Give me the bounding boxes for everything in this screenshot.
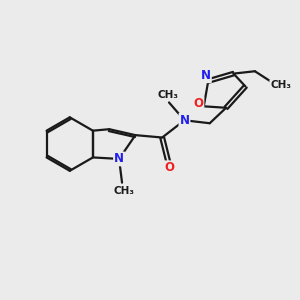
Text: O: O (165, 161, 175, 174)
Text: CH₃: CH₃ (270, 80, 291, 90)
Text: N: N (114, 152, 124, 165)
Text: N: N (179, 114, 190, 127)
Text: CH₃: CH₃ (157, 90, 178, 100)
Text: O: O (194, 98, 203, 110)
Text: N: N (201, 69, 211, 82)
Text: CH₃: CH₃ (113, 186, 134, 196)
